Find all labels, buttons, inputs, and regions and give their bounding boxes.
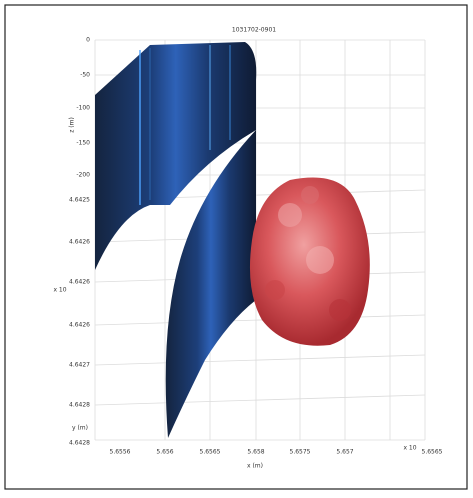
z-tick-label: 0 <box>86 37 90 44</box>
z-tick-label: -100 <box>76 105 90 112</box>
frame <box>4 4 468 490</box>
x-tick-label: 5.6556 <box>110 449 131 456</box>
y-tick-label: 4.6425 <box>69 197 90 204</box>
x-tick-label: 5.656 <box>156 449 173 456</box>
red-cloud <box>249 177 370 346</box>
z-tick-label: -200 <box>76 172 90 179</box>
y-tick-label: 4.6428 <box>69 402 90 409</box>
z-axis-label: z (m) <box>69 117 76 133</box>
x-tick-label: 5.657 <box>336 449 353 456</box>
chart-title: 1031702-0901 <box>232 27 276 34</box>
z-tick-label: -150 <box>76 140 90 147</box>
x-tick-label: 5.6565 <box>422 449 443 456</box>
y-tick-label: 4.6427 <box>69 362 90 369</box>
y-tick-label: 4.6426 <box>69 239 90 246</box>
x-tick-label: 5.6575 <box>290 449 311 456</box>
z-tick-label: -50 <box>80 72 90 79</box>
y-axis-label: y (m) <box>72 425 88 432</box>
y-tick-label: 4.6426 <box>69 279 90 286</box>
y-tick-label: 4.6426 <box>69 322 90 329</box>
tick-labels: 0 -50 -100 -150 -200 4.6425 4.6426 4.6426 4.6426… <box>69 37 443 456</box>
y-exponent: x 10 <box>53 287 66 294</box>
x-exponent: x 10 <box>403 445 416 452</box>
blue-surface <box>95 42 257 438</box>
x-tick-label: 5.6565 <box>200 449 221 456</box>
y-tick-label: 4.6428 <box>69 440 90 447</box>
x-tick-label: 5.658 <box>247 449 264 456</box>
x-axis-label: x (m) <box>247 463 263 470</box>
